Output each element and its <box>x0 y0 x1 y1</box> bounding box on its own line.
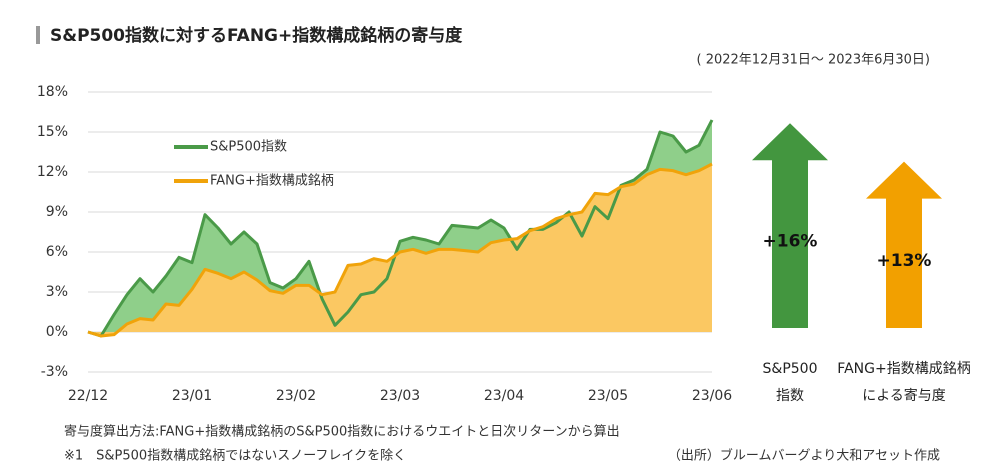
x-tick-label: 23/06 <box>692 388 732 404</box>
y-tick-label: 9% <box>46 204 68 220</box>
arrow <box>752 123 828 328</box>
y-tick-label: 15% <box>37 124 68 140</box>
x-tick-label: 22/12 <box>68 388 108 404</box>
x-tick-label: 23/03 <box>380 388 420 404</box>
arrow <box>866 161 942 328</box>
y-tick-label: 6% <box>46 244 68 260</box>
x-tick-label: 23/02 <box>276 388 316 404</box>
chart-title: S&P500指数に対するFANG+指数構成銘柄の寄与度 <box>50 25 463 46</box>
chart-subtitle: ( 2022年12月31日～ 2023年6月30日) <box>697 53 930 68</box>
value-label: +13% <box>877 251 932 271</box>
area <box>88 164 712 336</box>
y-tick-label: -3% <box>41 364 68 380</box>
line <box>87 119 714 338</box>
y-tick-label: 0% <box>46 324 68 340</box>
x-tick-label: 23/05 <box>588 388 628 404</box>
title-marker <box>36 26 40 44</box>
y-tick-label: 18% <box>37 84 68 100</box>
line <box>87 162 713 338</box>
legend-label: FANG+指数構成銘柄 <box>210 174 334 189</box>
source: （出所）ブルームバーグより大和アセット作成 <box>668 448 940 464</box>
category-label: FANG+指数構成銘柄 による寄与度 <box>837 361 971 404</box>
x-tick-label: 23/04 <box>484 388 524 404</box>
note: ※1 S&P500指数構成銘柄ではないスノーフレイクを除く <box>64 449 406 464</box>
lines <box>87 119 714 338</box>
x-tick-label: 23/01 <box>172 388 212 404</box>
note: 寄与度算出方法:FANG+指数構成銘柄のS&P500指数におけるウエイトと日次リ… <box>64 424 620 440</box>
areas <box>88 120 712 336</box>
value-label: +16% <box>763 232 818 252</box>
category-label: S&P500 指数 <box>762 361 818 404</box>
y-tick-label: 12% <box>37 164 68 180</box>
overlay: S&P500指数 FANG+指数構成銘柄 +16% +13% <box>174 123 942 328</box>
legend-label: S&P500指数 <box>210 140 287 155</box>
y-tick-label: 3% <box>46 284 68 300</box>
